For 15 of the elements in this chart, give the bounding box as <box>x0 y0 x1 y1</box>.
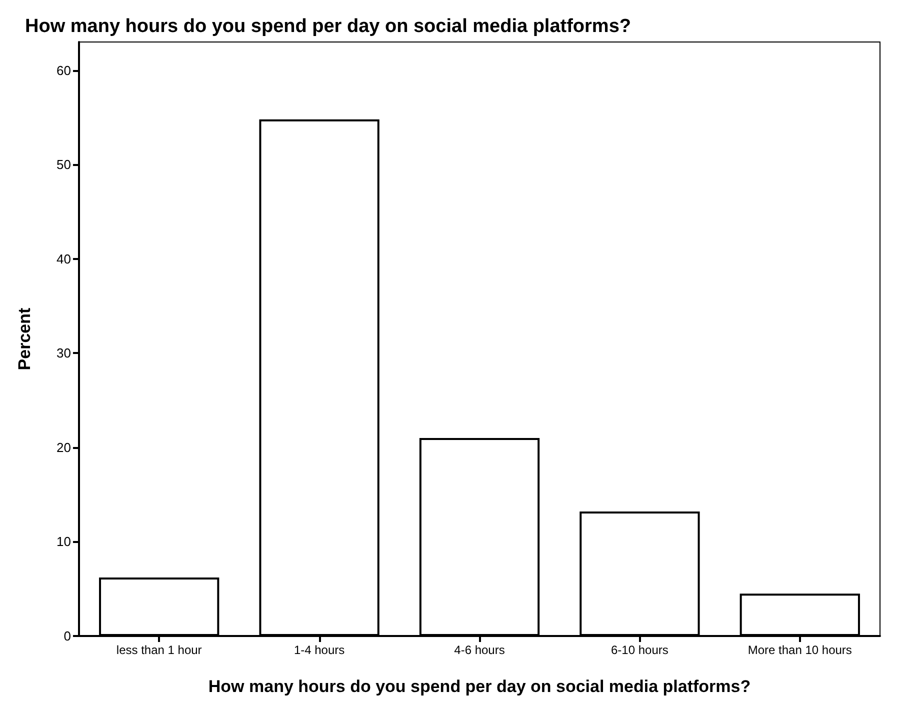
chart-title: How many hours do you spend per day on social media platforms? <box>25 16 631 37</box>
x-tick-label: More than 10 hours <box>748 643 852 657</box>
y-tick-label: 50 <box>56 157 71 172</box>
x-tick-label: 6-10 hours <box>611 643 668 657</box>
x-tick-label: less than 1 hour <box>116 643 202 657</box>
y-tick-label: 60 <box>56 62 71 78</box>
y-tick-label: 0 <box>64 628 71 644</box>
y-tick-label: 30 <box>56 346 71 361</box>
y-axis-title: Percent <box>15 307 34 370</box>
y-tick-label: 40 <box>56 251 71 266</box>
x-axis-title: How many hours do you spend per day on social media platforms? <box>208 677 751 696</box>
y-tick-label: 10 <box>56 534 71 550</box>
y-tick-label: 20 <box>56 440 71 455</box>
x-tick-label: 1-4 hours <box>294 643 345 657</box>
x-tick-label: 4-6 hours <box>454 643 505 657</box>
